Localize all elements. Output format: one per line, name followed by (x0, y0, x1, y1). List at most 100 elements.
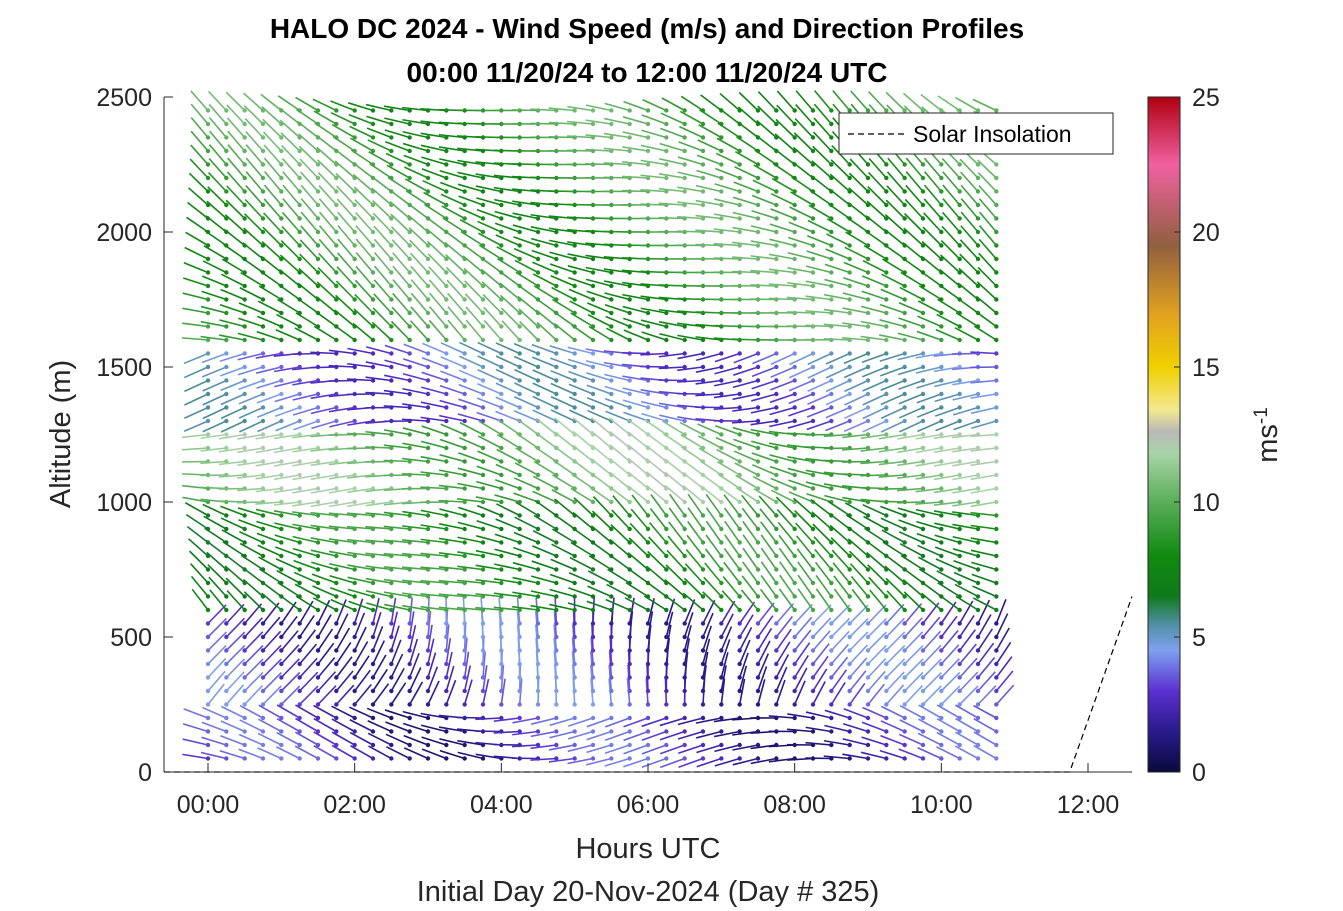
wind-barb-point (260, 391, 266, 397)
wind-barb-point (939, 486, 944, 491)
wind-barb (812, 145, 832, 166)
wind-barb-point (994, 526, 999, 532)
wind-barb (977, 656, 996, 679)
wind-barb-point (205, 135, 211, 140)
wind-barb (814, 561, 832, 584)
wind-barb-point (297, 486, 302, 491)
wind-barb (959, 657, 978, 679)
wind-barb-point (407, 108, 412, 113)
wind-barb-point (664, 513, 669, 518)
wind-barb-point (627, 499, 632, 505)
wind-barb (797, 561, 814, 584)
wind-barb-point (297, 216, 302, 221)
wind-barb-point (719, 378, 724, 383)
wind-barb (365, 525, 392, 530)
wind-barb-point (297, 162, 302, 167)
wind-barb-point (609, 121, 614, 127)
wind-barb (953, 571, 979, 584)
wind-barb (862, 503, 887, 517)
wind-barb (609, 457, 631, 476)
wind-barb (369, 163, 392, 179)
wind-barb (331, 718, 356, 733)
wind-barb (278, 107, 301, 125)
wind-barb (735, 486, 759, 503)
wind-barb-point (700, 121, 706, 127)
colorbar-tick-label: 15 (1192, 354, 1220, 382)
wind-barb-point (260, 175, 266, 181)
wind-barb-point (334, 472, 339, 478)
wind-barb-point (627, 135, 632, 140)
wind-barb (427, 638, 435, 665)
wind-barb (695, 336, 722, 341)
wind-barb-point (810, 135, 816, 140)
wind-barb-point (334, 688, 339, 694)
wind-barb (702, 638, 711, 665)
wind-barb (904, 631, 924, 652)
wind-barb-point (994, 621, 999, 626)
wind-barb (367, 720, 392, 733)
wind-barb (970, 537, 997, 544)
wind-barb-point (939, 310, 944, 316)
wind-barb-point (994, 675, 999, 680)
wind-barb-point (920, 405, 926, 410)
wind-barb (457, 606, 484, 611)
wind-barb-point (425, 243, 431, 248)
wind-barb-point (425, 688, 431, 694)
wind-barb (867, 90, 887, 112)
wind-barb (445, 254, 466, 274)
wind-barb (517, 295, 539, 314)
wind-barb (280, 132, 301, 152)
wind-barb (842, 336, 869, 341)
wind-barb (934, 379, 960, 388)
wind-barb (897, 366, 924, 376)
wind-barb-point (810, 472, 816, 478)
wind-barb (622, 375, 649, 382)
wind-barb-point (865, 432, 871, 437)
wind-barb-point (535, 351, 541, 356)
wind-barb-point (994, 567, 999, 572)
wind-barb-point (480, 553, 486, 559)
wind-barb-point (499, 297, 504, 302)
wind-barb (779, 561, 796, 584)
wind-barb-point (224, 337, 229, 343)
wind-barb-point (700, 580, 706, 586)
wind-barb (477, 383, 502, 395)
wind-barb-point (829, 364, 834, 370)
wind-barb-point (315, 229, 321, 235)
wind-barb (842, 447, 869, 451)
wind-barb-point (792, 553, 797, 559)
wind-barb-point (334, 216, 339, 221)
wind-barb-point (444, 351, 449, 356)
wind-barb (317, 685, 337, 706)
wind-barb-point (719, 607, 724, 613)
wind-barb-point (590, 675, 596, 680)
wind-barb (513, 342, 539, 355)
wind-barb (830, 159, 851, 179)
wind-barb-point (205, 175, 211, 181)
wind-barb-point (920, 445, 926, 451)
wind-barb (861, 736, 887, 746)
wind-barb (255, 474, 282, 480)
wind-barb (202, 706, 227, 719)
wind-barb-point (774, 216, 779, 221)
wind-barb (897, 447, 924, 454)
wind-barb (713, 257, 740, 260)
wind-barb-point (370, 135, 376, 140)
wind-barb (794, 616, 813, 638)
wind-barb (760, 561, 777, 584)
wind-barb-point (755, 580, 761, 586)
wind-barb (534, 446, 557, 463)
colorbar-label: ms-1 (1251, 407, 1284, 463)
wind-barb-point (572, 270, 577, 275)
wind-barb-point (920, 607, 926, 613)
wind-barb-point (994, 418, 999, 424)
wind-barb (713, 213, 740, 220)
wind-barb (439, 453, 465, 463)
wind-barb (457, 551, 484, 557)
wind-barb-point (774, 432, 779, 437)
wind-barb (733, 438, 759, 449)
wind-barb-point (645, 607, 651, 613)
wind-barb (847, 538, 869, 557)
wind-barb (516, 432, 539, 449)
wind-barb (605, 410, 630, 422)
